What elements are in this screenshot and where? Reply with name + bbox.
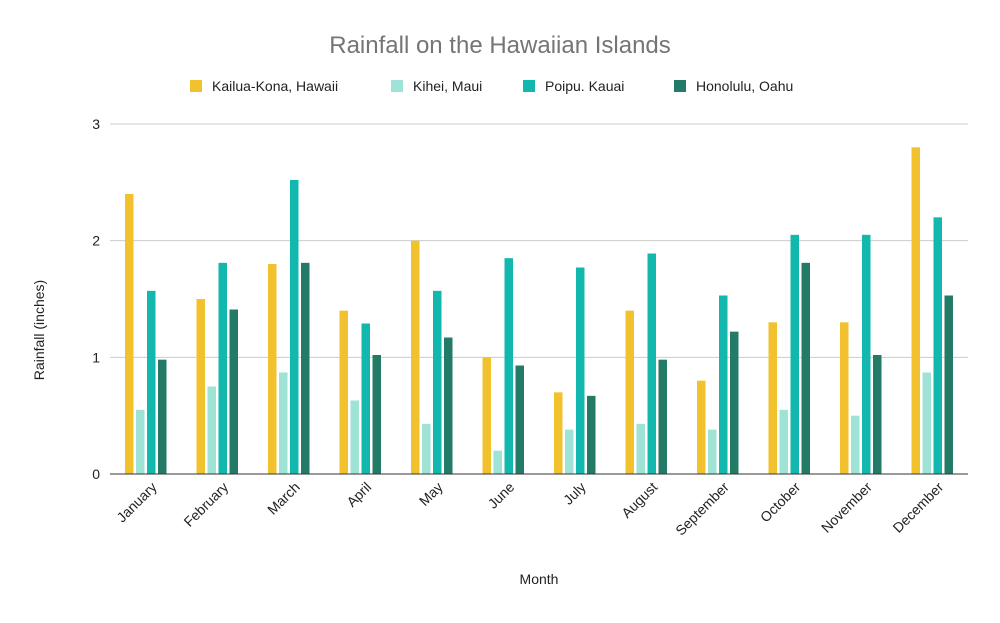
bar bbox=[279, 372, 288, 474]
gridlines bbox=[110, 123, 968, 358]
bar bbox=[515, 365, 524, 474]
x-tick-label: October bbox=[757, 479, 804, 526]
x-tick-label: June bbox=[485, 479, 518, 512]
bar bbox=[158, 359, 167, 474]
bar bbox=[268, 264, 277, 474]
legend-swatch bbox=[523, 80, 535, 92]
y-tick-label: 3 bbox=[92, 116, 100, 132]
bar bbox=[372, 355, 381, 474]
bar bbox=[565, 429, 574, 474]
x-tick-label: September bbox=[672, 479, 732, 539]
x-tick-label: August bbox=[618, 479, 660, 521]
y-axis-ticks: 0 1 2 3 bbox=[92, 116, 100, 482]
x-tick-label: April bbox=[343, 479, 374, 510]
bar bbox=[587, 395, 596, 474]
y-tick-label: 1 bbox=[92, 349, 100, 365]
bar bbox=[933, 217, 942, 475]
bar bbox=[482, 357, 491, 474]
bar bbox=[147, 290, 156, 474]
y-tick-label: 2 bbox=[92, 233, 100, 249]
bar bbox=[779, 409, 788, 474]
x-tick-label: February bbox=[180, 479, 231, 530]
x-tick-label: March bbox=[264, 479, 303, 518]
x-tick-label: November bbox=[818, 479, 875, 536]
bar bbox=[697, 380, 706, 474]
x-axis-label: Month bbox=[520, 571, 559, 587]
x-tick-label: December bbox=[889, 479, 946, 536]
bar bbox=[873, 355, 882, 474]
bar bbox=[301, 262, 310, 474]
bar bbox=[647, 253, 656, 474]
bar bbox=[229, 309, 238, 474]
bar bbox=[730, 331, 739, 474]
bar bbox=[493, 450, 502, 474]
bar bbox=[207, 386, 216, 474]
bars bbox=[125, 147, 953, 475]
bar bbox=[708, 429, 717, 474]
bar bbox=[576, 267, 585, 474]
bar bbox=[658, 359, 667, 474]
bar bbox=[922, 372, 931, 474]
bar bbox=[851, 415, 860, 474]
bar bbox=[350, 400, 359, 474]
bar bbox=[422, 423, 431, 474]
bar bbox=[504, 258, 513, 474]
bar bbox=[433, 290, 442, 474]
x-tick-label: July bbox=[560, 479, 589, 508]
bar bbox=[411, 240, 420, 474]
legend-label: Kailua-Kona, Hawaii bbox=[212, 78, 338, 94]
bar bbox=[218, 262, 227, 474]
x-tick-label: January bbox=[113, 479, 160, 526]
bar bbox=[136, 409, 145, 474]
bar bbox=[911, 147, 920, 475]
x-tick-label: May bbox=[416, 479, 446, 509]
bar bbox=[196, 299, 205, 474]
bar bbox=[636, 423, 645, 474]
legend-swatch bbox=[391, 80, 403, 92]
bar bbox=[801, 262, 810, 474]
legend-label: Honolulu, Oahu bbox=[696, 78, 793, 94]
bar bbox=[862, 234, 871, 474]
y-axis-label: Rainfall (inches) bbox=[31, 280, 47, 380]
bar bbox=[361, 323, 370, 474]
bar bbox=[125, 194, 134, 474]
legend-swatch bbox=[190, 80, 202, 92]
legend-label: Poipu. Kauai bbox=[545, 78, 624, 94]
bar bbox=[719, 295, 728, 474]
legend: Kailua-Kona, Hawaii Kihei, Maui Poipu. Kau… bbox=[190, 78, 793, 94]
x-axis-ticks: January February March April May June July Augu… bbox=[113, 479, 946, 539]
bar bbox=[444, 337, 453, 474]
legend-swatch bbox=[674, 80, 686, 92]
bar bbox=[840, 322, 849, 474]
bar bbox=[339, 310, 348, 474]
bar bbox=[944, 295, 953, 474]
legend-label: Kihei, Maui bbox=[413, 78, 482, 94]
chart-title: Rainfall on the Hawaiian Islands bbox=[329, 32, 671, 59]
bar bbox=[768, 322, 777, 474]
y-tick-label: 0 bbox=[92, 466, 100, 482]
bar bbox=[790, 234, 799, 474]
bar bbox=[625, 310, 634, 474]
bar bbox=[554, 392, 563, 474]
bar bbox=[290, 180, 299, 474]
